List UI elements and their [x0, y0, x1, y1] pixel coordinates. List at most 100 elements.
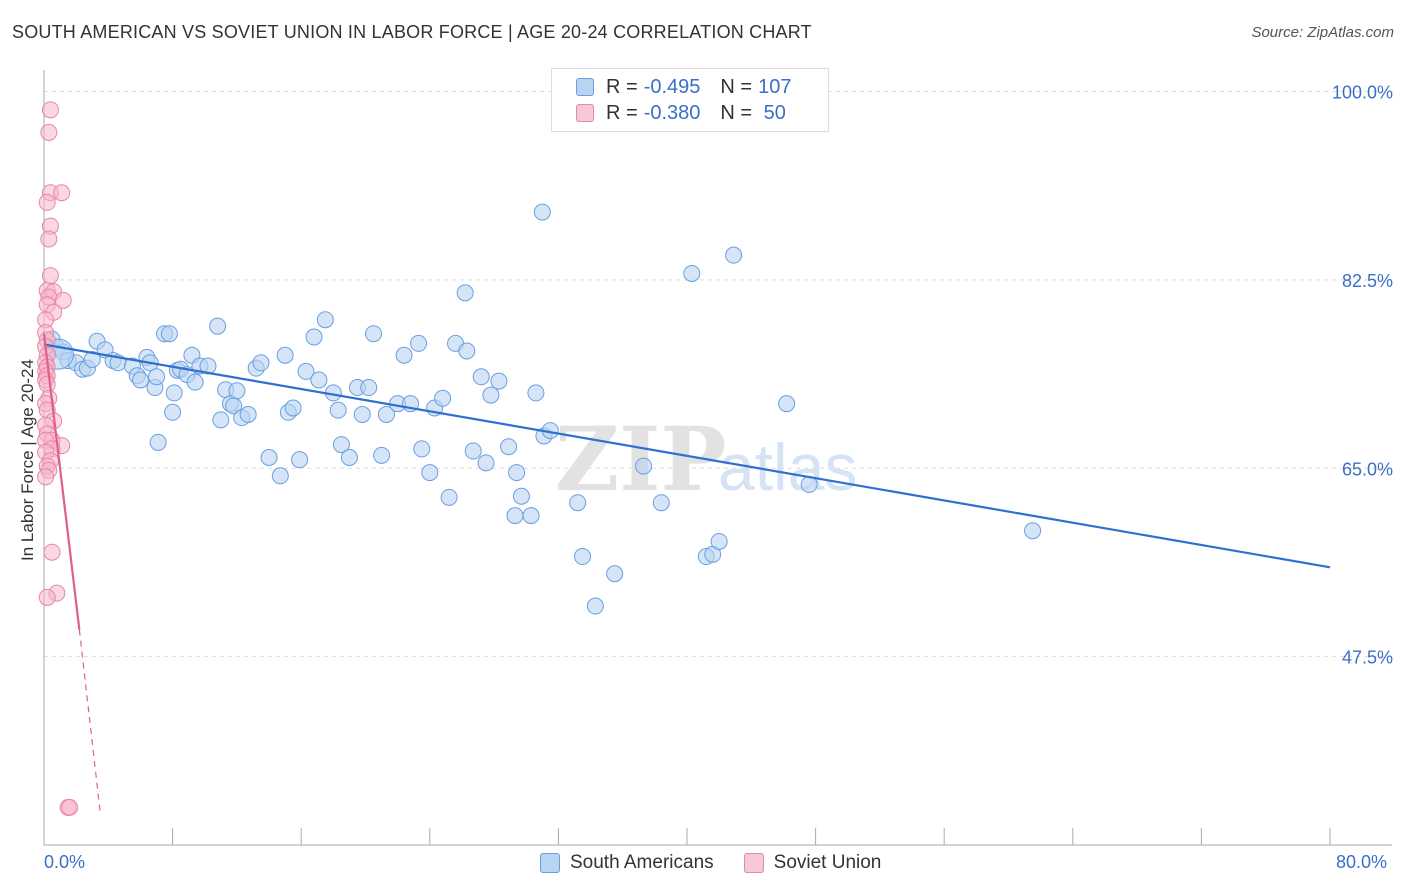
data-point-south-americans: [1024, 522, 1042, 540]
y-tick-label: 100.0%: [1332, 83, 1393, 103]
legend-n-value: 107: [758, 75, 792, 98]
data-point-south-americans: [434, 389, 452, 407]
legend-r-value: -0.495: [643, 75, 701, 98]
data-point-soviet-union: [43, 543, 61, 561]
data-point-south-americans: [360, 379, 378, 397]
data-point-south-americans: [329, 401, 347, 419]
data-point-south-americans: [456, 284, 474, 302]
data-point-south-americans: [482, 386, 500, 404]
data-point-south-americans: [512, 487, 530, 505]
chart-title: SOUTH AMERICAN VS SOVIET UNION IN LABOR …: [12, 22, 812, 42]
data-point-south-americans: [305, 328, 323, 346]
y-tick-label: 65.0%: [1342, 459, 1393, 479]
data-point-south-americans: [395, 346, 413, 364]
legend-n-label: N =: [720, 101, 753, 124]
data-point-south-americans: [440, 488, 458, 506]
legend-swatch-blue: [576, 78, 594, 96]
legend-swatch-pink: [576, 104, 594, 122]
data-point-south-americans: [506, 507, 524, 525]
series-legend-item-soviet-union: Soviet Union: [743, 852, 882, 874]
data-point-south-americans: [365, 325, 383, 343]
trend-line-soviet-union-extension: [78, 629, 101, 813]
data-point-south-americans: [508, 464, 526, 482]
data-point-south-americans: [260, 449, 278, 466]
data-point-south-americans: [522, 507, 540, 525]
data-point-south-americans: [683, 264, 701, 282]
data-point-south-americans: [165, 384, 183, 402]
data-point-south-americans: [332, 436, 350, 454]
data-point-south-americans: [413, 440, 431, 458]
data-point-south-americans: [160, 325, 178, 343]
data-point-south-americans: [186, 373, 204, 391]
data-point-south-americans: [149, 433, 167, 451]
data-point-south-americans: [464, 442, 482, 460]
y-tick-label: 82.5%: [1342, 271, 1393, 291]
data-point-south-americans: [373, 446, 391, 464]
data-point-south-americans: [316, 311, 334, 329]
stats-legend: R = -0.495 N = 107 R = -0.380 N = 50: [551, 68, 829, 132]
legend-n-value: 50: [758, 101, 786, 124]
x-tick-label-max: 80.0%: [1336, 852, 1388, 872]
series-legend-item-south-americans: South Americans: [540, 852, 714, 874]
data-point-soviet-union: [40, 123, 58, 141]
data-point-soviet-union: [41, 267, 59, 285]
series-swatch-blue: [540, 853, 560, 873]
data-point-south-americans: [239, 405, 257, 423]
trend-line-south-americans: [43, 343, 1331, 569]
data-point-south-americans: [635, 457, 653, 475]
data-point-south-americans: [271, 467, 289, 485]
series-swatch-pink: [743, 853, 764, 873]
data-point-south-americans: [421, 464, 439, 482]
trend-line-soviet-union: [42, 333, 81, 630]
data-point-south-americans: [458, 342, 476, 360]
data-point-south-americans: [340, 449, 358, 466]
data-point-south-americans: [353, 405, 371, 423]
data-point-south-americans: [377, 405, 395, 423]
data-point-south-americans: [490, 372, 508, 390]
data-point-south-americans: [199, 357, 217, 375]
data-point-south-americans: [164, 403, 182, 421]
data-point-south-americans: [212, 411, 230, 429]
data-point-south-americans: [527, 384, 545, 402]
data-point-south-americans: [291, 451, 309, 469]
data-point-south-americans: [284, 399, 302, 417]
data-point-south-americans: [252, 354, 270, 372]
legend-r-value: -0.380: [643, 101, 701, 124]
data-point-south-americans: [569, 494, 587, 512]
data-point-south-americans: [652, 494, 670, 512]
data-point-soviet-union: [54, 291, 72, 309]
data-point-south-americans: [131, 371, 149, 389]
data-point-south-americans: [83, 351, 101, 369]
data-point-south-americans: [533, 203, 551, 221]
legend-row-south-americans: R = -0.495 N = 107: [576, 75, 791, 99]
data-point-south-americans: [574, 548, 592, 566]
legend-r-label: R =: [606, 101, 638, 124]
data-point-south-americans: [297, 362, 315, 380]
data-point-south-americans: [725, 246, 743, 264]
data-point-soviet-union: [38, 375, 56, 393]
data-point-south-americans: [209, 317, 227, 335]
data-point-soviet-union: [38, 588, 56, 606]
data-point-south-americans: [586, 597, 604, 615]
data-point-south-americans: [410, 334, 428, 352]
series-legend-label: South Americans: [570, 852, 714, 873]
data-point-soviet-union: [40, 230, 58, 248]
x-tick-label-min: 0.0%: [44, 852, 86, 872]
watermark-atlas: atlas: [718, 430, 857, 504]
legend-r-label: R =: [606, 75, 638, 98]
data-point-soviet-union: [61, 798, 79, 816]
y-tick-label: 47.5%: [1342, 648, 1393, 668]
data-point-south-americans: [228, 382, 246, 400]
source-label: Source: ZipAtlas.com: [1251, 24, 1394, 41]
data-point-south-americans: [710, 532, 728, 550]
series-legend-label: Soviet Union: [773, 852, 882, 873]
series-legend: South Americans Soviet Union: [540, 852, 911, 874]
data-point-soviet-union: [41, 101, 59, 119]
data-point-soviet-union: [53, 184, 71, 202]
data-point-south-americans: [606, 565, 624, 583]
data-point-south-americans: [778, 395, 796, 413]
legend-row-soviet-union: R = -0.380 N = 50: [576, 101, 786, 125]
data-point-south-americans: [310, 371, 328, 389]
legend-n-label: N =: [720, 75, 753, 98]
